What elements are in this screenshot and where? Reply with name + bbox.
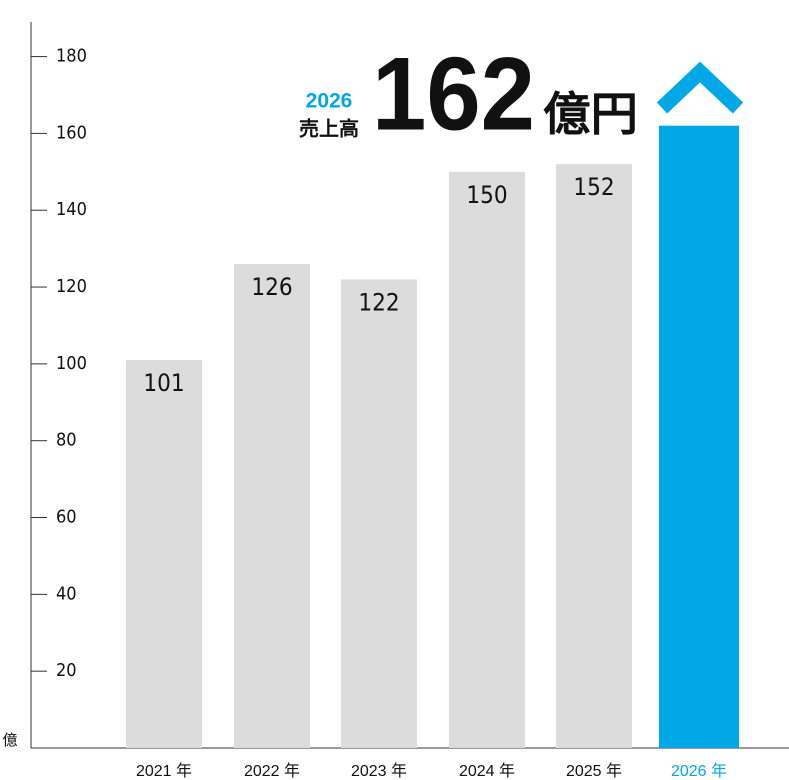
headline-unit: 億円	[543, 88, 638, 140]
y-tick-label: 100	[56, 353, 87, 374]
x-tick-label: 2025 年	[566, 762, 622, 780]
x-tick-label: 2023 年	[351, 762, 407, 780]
y-tick-label: 160	[56, 122, 87, 143]
value-label: 101	[143, 369, 184, 397]
value-label: 122	[358, 288, 399, 316]
value-label: 150	[466, 181, 507, 209]
y-tick-label: 120	[56, 276, 87, 297]
bar	[659, 125, 739, 748]
bar	[126, 360, 202, 748]
bar	[234, 264, 310, 748]
y-tick-label: 20	[56, 660, 77, 681]
y-tick-label: 180	[56, 46, 87, 67]
headline-value: 162	[372, 36, 535, 152]
y-tick-label: 40	[56, 583, 77, 604]
y-tick-label: 60	[56, 507, 77, 528]
bar	[556, 164, 632, 749]
bar	[341, 279, 417, 748]
bar	[449, 171, 525, 749]
y-tick-label: 140	[56, 199, 87, 220]
headline-year: 2026	[306, 90, 353, 113]
value-label: 126	[251, 273, 292, 301]
headline-label: 売上高	[299, 116, 359, 140]
x-tick-label: 2021 年	[136, 762, 192, 780]
y-tick-label: 80	[56, 430, 77, 451]
x-tick-label: 2022 年	[244, 762, 300, 780]
x-tick-label: 2026 年	[671, 762, 727, 780]
value-label: 152	[573, 173, 614, 201]
y-unit: 億	[2, 732, 17, 749]
x-tick-label: 2024 年	[459, 762, 515, 780]
up-chevron	[656, 61, 744, 114]
